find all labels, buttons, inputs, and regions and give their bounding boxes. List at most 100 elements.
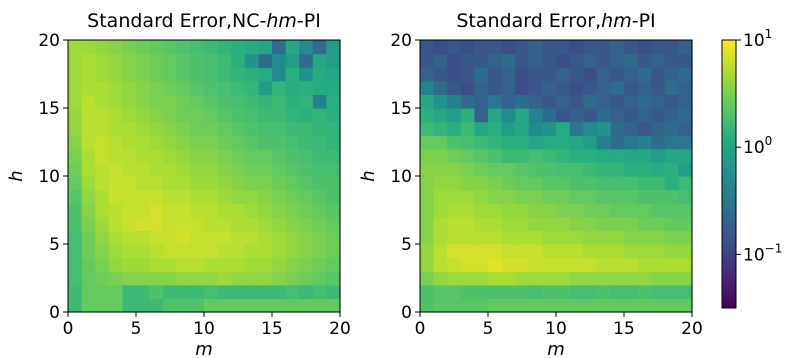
heatmap-cell xyxy=(678,135,693,150)
heatmap-cell xyxy=(624,257,639,272)
heatmap-cell xyxy=(326,148,341,163)
heatmap-cell xyxy=(190,203,205,218)
heatmap-cell xyxy=(176,67,191,82)
heatmap-cell xyxy=(163,203,178,218)
heatmap-cell xyxy=(501,40,516,55)
heatmap-cell xyxy=(488,271,503,286)
x-axis-label: m xyxy=(195,339,213,358)
heatmap-cell xyxy=(204,135,219,150)
heatmap-cell xyxy=(596,40,611,55)
heatmap-cell xyxy=(651,244,666,259)
title-part: Standard Error, xyxy=(456,10,601,32)
heatmap-cell xyxy=(68,203,83,218)
heatmap-cell xyxy=(515,230,530,245)
heatmap-cell xyxy=(108,162,123,177)
heatmap-cell xyxy=(190,257,205,272)
heatmap-cell xyxy=(176,162,191,177)
heatmap-cell xyxy=(285,189,300,204)
heatmap-cell xyxy=(528,135,543,150)
heatmap-cell xyxy=(637,216,652,231)
heatmap-cell xyxy=(583,53,598,68)
heatmap-cell xyxy=(217,135,232,150)
heatmap-cell xyxy=(624,203,639,218)
heatmap-cell xyxy=(610,40,625,55)
heatmap-cell xyxy=(136,216,151,231)
heatmap-cell xyxy=(217,94,232,109)
heatmap-cell xyxy=(542,203,557,218)
heatmap-cell xyxy=(258,121,273,136)
heatmap-cell xyxy=(637,230,652,245)
heatmap-cell xyxy=(244,203,259,218)
heatmap-cell xyxy=(122,298,137,313)
heatmap-cell xyxy=(312,148,327,163)
heatmap-cell xyxy=(299,67,314,82)
heatmap-cell xyxy=(501,257,516,272)
heatmap-cell xyxy=(312,271,327,286)
heatmap-cell xyxy=(231,53,246,68)
heatmap-cell xyxy=(285,176,300,191)
heatmap-cell xyxy=(515,121,530,136)
heatmap-cell xyxy=(95,67,110,82)
heatmap-cell xyxy=(583,189,598,204)
heatmap-cell xyxy=(285,203,300,218)
heatmap-cell xyxy=(651,216,666,231)
heatmap-cell xyxy=(258,203,273,218)
heatmap-cell xyxy=(149,80,164,95)
heatmap-cell xyxy=(122,216,137,231)
heatmap-cell xyxy=(474,176,489,191)
heatmap-cell xyxy=(556,162,571,177)
heatmap-cell xyxy=(624,298,639,313)
heatmap-cell xyxy=(651,67,666,82)
heatmap-cell xyxy=(231,94,246,109)
heatmap-cell xyxy=(81,121,96,136)
heatmap-cell xyxy=(163,216,178,231)
heatmap-cell xyxy=(488,108,503,123)
heatmap-cell xyxy=(569,108,584,123)
heatmap-cell xyxy=(488,40,503,55)
heatmap-cell xyxy=(244,162,259,177)
heatmap-cell xyxy=(596,67,611,82)
heatmap-cell xyxy=(244,216,259,231)
heatmap-cell xyxy=(122,135,137,150)
heatmap-cell xyxy=(244,284,259,299)
heatmap-cell xyxy=(664,148,679,163)
heatmap-cell xyxy=(163,230,178,245)
heatmap-cell xyxy=(176,189,191,204)
heatmap-cell xyxy=(258,284,273,299)
heatmap-cell xyxy=(122,230,137,245)
heatmap-cell xyxy=(176,148,191,163)
heatmap-cell xyxy=(556,148,571,163)
heatmap-cell xyxy=(244,80,259,95)
heatmap-cell xyxy=(244,135,259,150)
heatmap-cell xyxy=(447,53,462,68)
heatmap-cell xyxy=(637,244,652,259)
heatmap-cell xyxy=(624,53,639,68)
heatmap-cell xyxy=(231,230,246,245)
heatmap-cell xyxy=(610,216,625,231)
heatmap-cell xyxy=(583,67,598,82)
heatmap-cell xyxy=(176,94,191,109)
heatmap-cell xyxy=(149,230,164,245)
heatmap-cell xyxy=(501,67,516,82)
heatmap-cell xyxy=(217,271,232,286)
heatmap-cell xyxy=(95,40,110,55)
heatmap-cell xyxy=(596,148,611,163)
heatmap-cell xyxy=(95,94,110,109)
heatmap-cell xyxy=(515,67,530,82)
heatmap-cell xyxy=(122,53,137,68)
heatmap-cell xyxy=(420,67,435,82)
heatmap-cell xyxy=(204,230,219,245)
y-ticks: 0 5 10 15 20 xyxy=(390,31,420,323)
heatmap-cell xyxy=(122,121,137,136)
heatmap-cell xyxy=(326,257,341,272)
heatmap-cell xyxy=(312,121,327,136)
heatmap-cell xyxy=(68,162,83,177)
heatmap-cell xyxy=(501,162,516,177)
heatmap-cell xyxy=(433,80,448,95)
y-axis-label: h xyxy=(358,170,379,181)
heatmap-cell xyxy=(285,271,300,286)
heatmap-cell xyxy=(637,284,652,299)
heatmap-cell xyxy=(447,94,462,109)
x-ticks: 0 5 10 15 20 xyxy=(63,312,351,339)
heatmap-cell xyxy=(136,284,151,299)
